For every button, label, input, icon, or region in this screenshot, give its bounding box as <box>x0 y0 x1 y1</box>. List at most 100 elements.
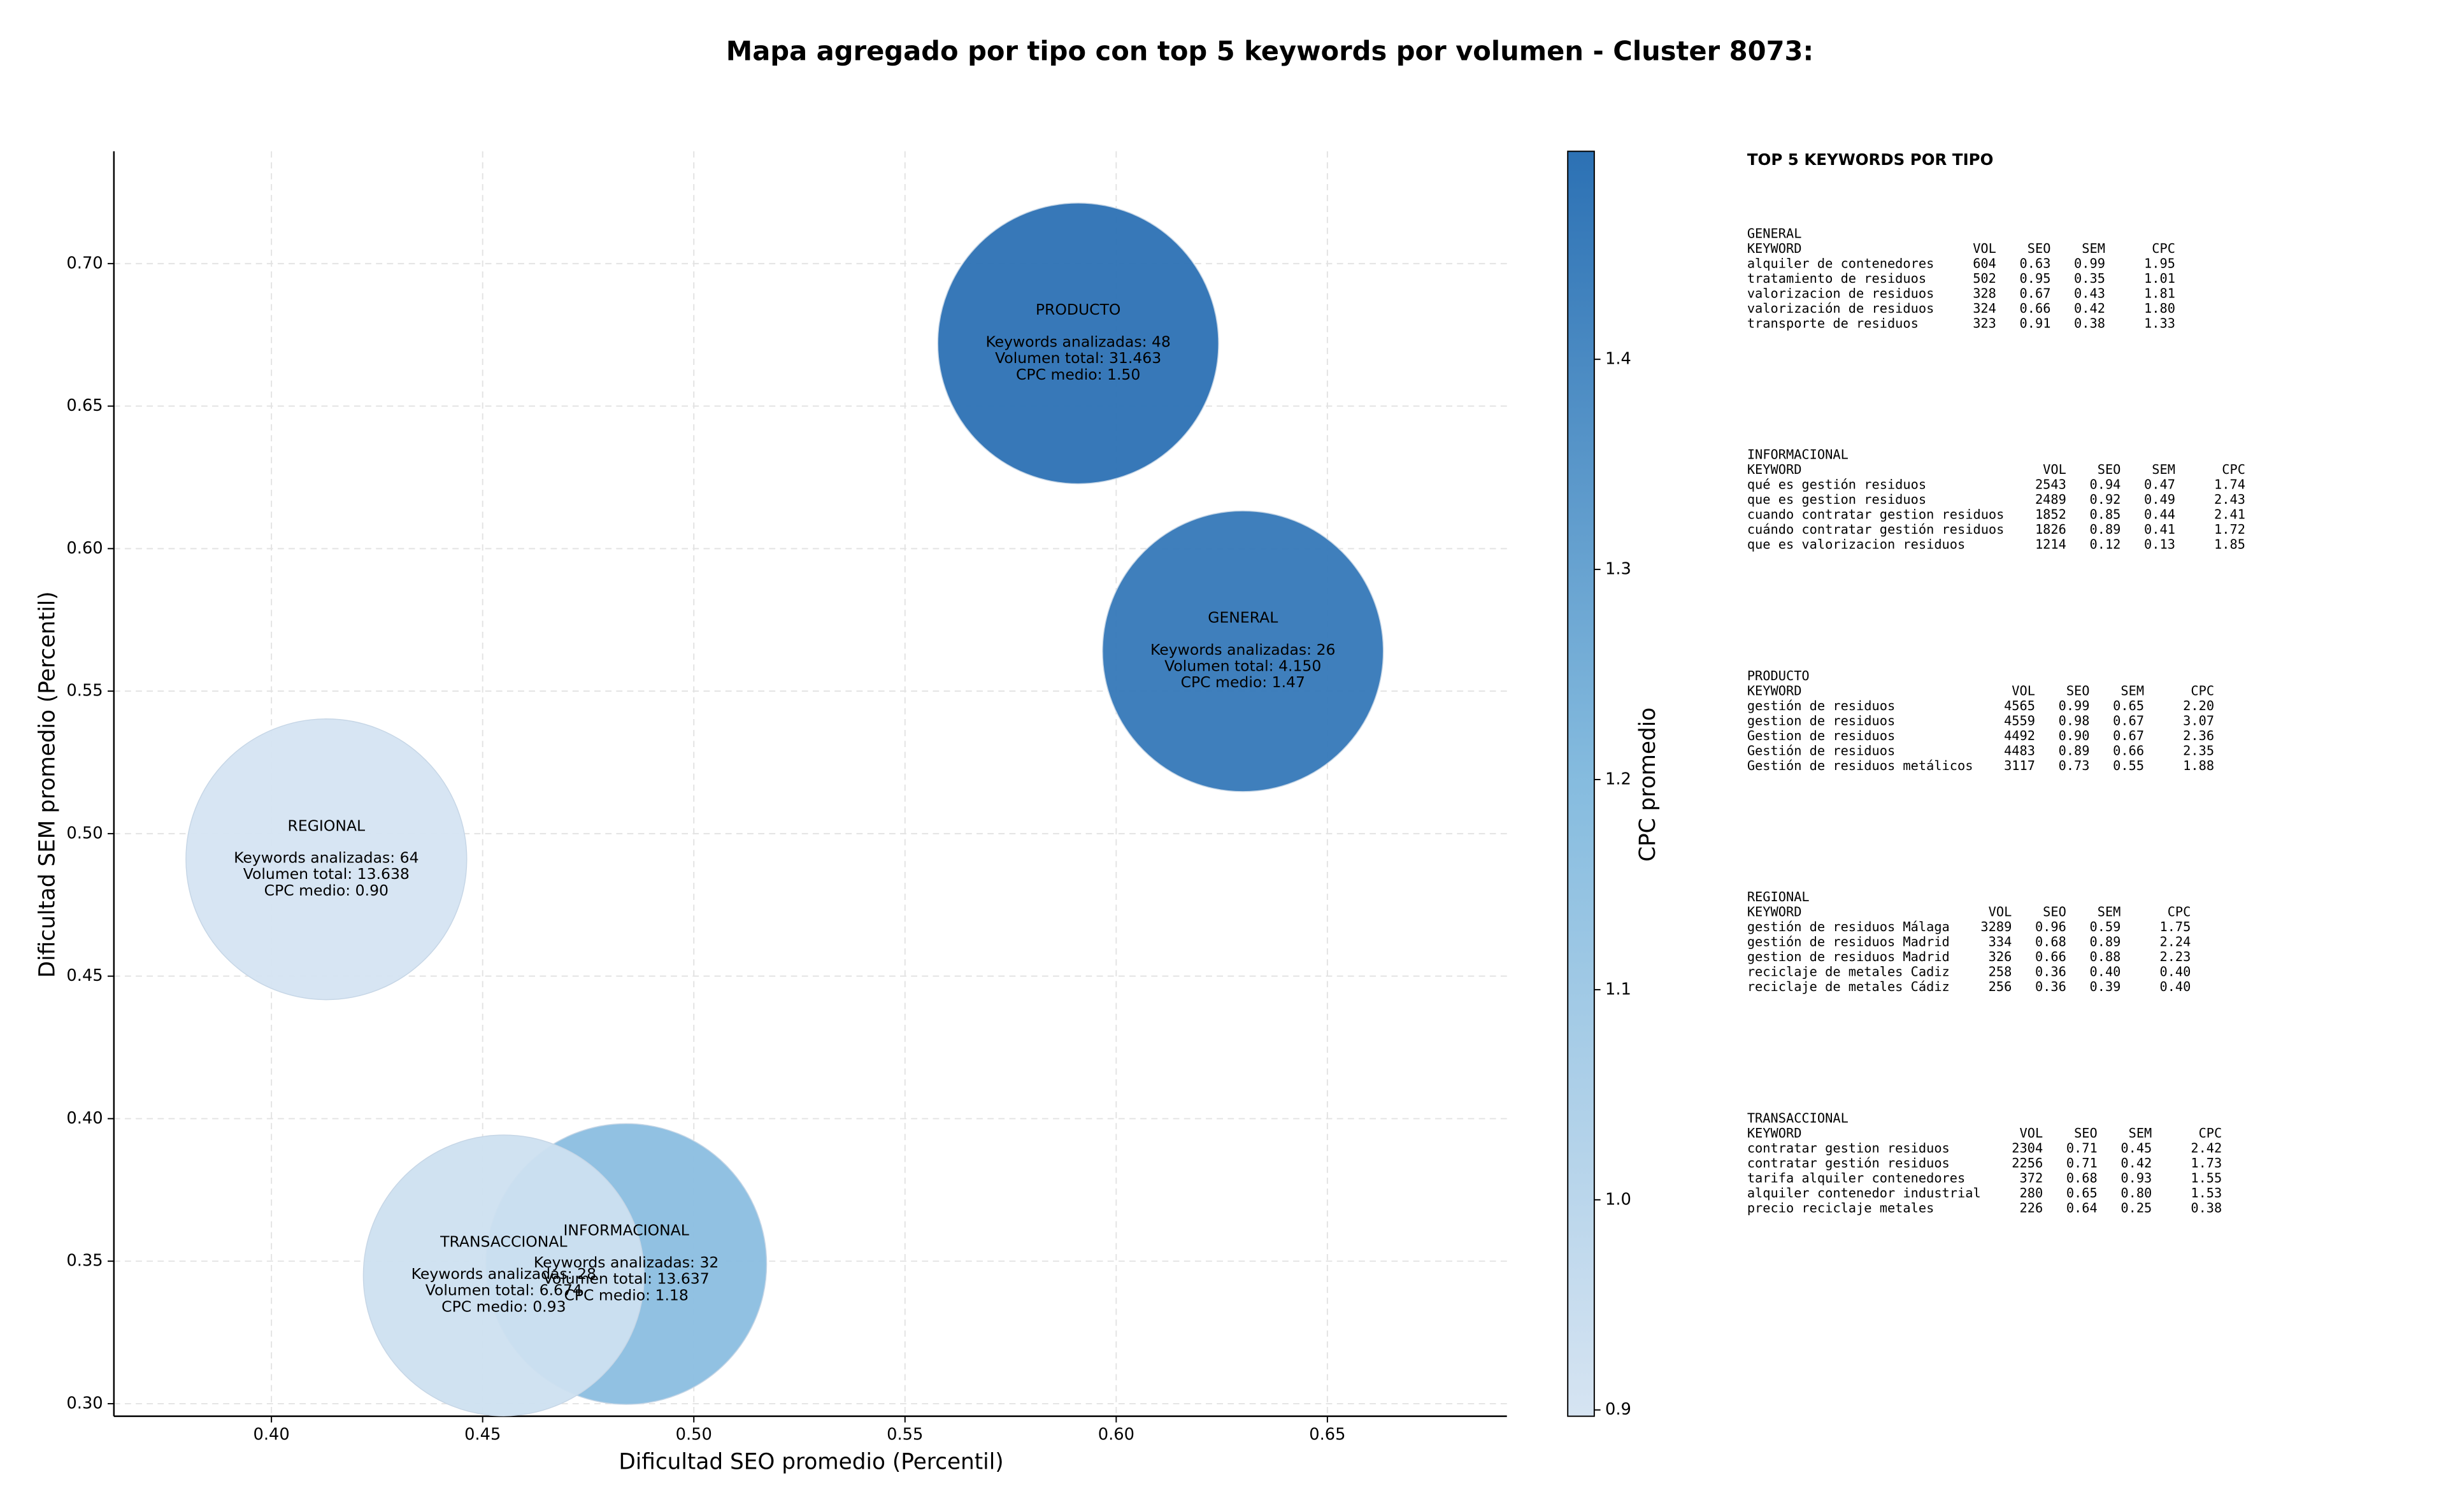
bubble-line: CPC medio: 1.47 <box>1181 673 1305 691</box>
x-axis-label: Dificultad SEO promedio (Percentil) <box>619 1450 1003 1475</box>
table-cell: 1.01 <box>2144 271 2175 286</box>
table-cell: valorizacion de residuos <box>1747 285 1935 301</box>
table-cell: 0.36 <box>2035 964 2066 980</box>
table-cell: 0.71 <box>2066 1155 2098 1171</box>
table-header: CPC <box>2222 462 2245 477</box>
table-cell: gestion de residuos <box>1747 713 1895 728</box>
table-cell: Gestión de residuos metálicos <box>1747 758 1973 773</box>
table-cell: 258 <box>1989 964 2012 980</box>
y-tick-label: 0.60 <box>66 539 103 558</box>
table-cell: 3289 <box>1980 919 2012 934</box>
table-cell: 0.66 <box>2035 949 2066 964</box>
table-cell: 0.80 <box>2121 1185 2152 1201</box>
table-cell: contratar gestion residuos <box>1747 1140 1950 1155</box>
table-cell: qué es gestión residuos <box>1747 477 1926 492</box>
table-cell: 2.20 <box>2183 698 2214 713</box>
bubble-line: CPC medio: 0.90 <box>264 881 389 899</box>
table-header: SEM <box>2098 904 2121 920</box>
bubble-line: CPC medio: 1.18 <box>564 1286 688 1304</box>
table-cell: 3117 <box>2004 758 2035 773</box>
table-cell: 502 <box>1973 271 1996 286</box>
bubble-line: Volumen total: 13.638 <box>243 865 410 883</box>
table-cell: que es valorizacion residuos <box>1747 537 1965 552</box>
table-cell: 0.43 <box>2074 285 2105 301</box>
group-name: GENERAL <box>1747 225 1802 241</box>
group-name: REGIONAL <box>1747 889 1810 904</box>
x-tick-label: 0.60 <box>1098 1425 1134 1444</box>
table-header: KEYWORD <box>1747 241 1802 256</box>
table-header: CPC <box>2199 1125 2222 1141</box>
table-cell: 1.33 <box>2144 315 2175 331</box>
table-cell: 0.38 <box>2191 1200 2222 1215</box>
table-cell: cuando contratar gestion residuos <box>1747 507 2005 522</box>
table-header: KEYWORD <box>1747 462 1802 477</box>
table-cell: 0.64 <box>2066 1200 2098 1215</box>
table-cell: 372 <box>2020 1170 2043 1185</box>
table-cell: 1214 <box>2035 537 2066 552</box>
table-cell: 4559 <box>2004 713 2035 728</box>
group-name: TRANSACCIONAL <box>1747 1110 1849 1125</box>
table-cell: 0.68 <box>2035 934 2066 950</box>
table-cell: 0.98 <box>2059 713 2090 728</box>
table-header: SEO <box>2098 462 2121 477</box>
table-cell: 2543 <box>2035 477 2066 492</box>
bubble <box>1102 510 1384 792</box>
x-tick-label: 0.55 <box>887 1425 923 1444</box>
x-tick-label: 0.40 <box>254 1425 290 1444</box>
table-cell: gestión de residuos <box>1747 698 1895 713</box>
table-cell: 1.95 <box>2144 255 2175 271</box>
table-cell: 0.65 <box>2113 698 2144 713</box>
bubble-line: Keywords analizadas: 48 <box>985 332 1170 350</box>
bubble-line: Keywords analizadas: 28 <box>411 1265 596 1283</box>
table-header: SEO <box>2074 1125 2098 1141</box>
table-cell: 0.47 <box>2144 477 2175 492</box>
table-cell: 0.55 <box>2113 758 2144 773</box>
y-tick-label: 0.70 <box>66 253 103 273</box>
table-cell: transporte de residuos <box>1747 315 1919 331</box>
table-cell: 0.88 <box>2089 949 2121 964</box>
x-tick-label: 0.45 <box>464 1425 501 1444</box>
table-cell: reciclaje de metales Cadiz <box>1747 964 1950 980</box>
bubble <box>937 203 1219 485</box>
table-cell: 226 <box>2020 1200 2043 1215</box>
table-cell: 326 <box>1989 949 2012 964</box>
table-header: SEM <box>2121 683 2144 698</box>
table-header: VOL <box>1989 904 2012 920</box>
table-cell: 0.49 <box>2144 492 2175 507</box>
table-cell: que es gestion residuos <box>1747 492 1926 507</box>
bubble-line: Keywords analizadas: 26 <box>1150 641 1335 659</box>
table-cell: alquiler contenedor industrial <box>1747 1185 1981 1201</box>
bubble <box>185 718 468 1001</box>
table-cell: 0.94 <box>2089 477 2121 492</box>
table-cell: 4492 <box>2004 728 2035 743</box>
table-cell: 334 <box>1989 934 2012 950</box>
bubble-name: PRODUCTO <box>1036 301 1121 318</box>
table-cell: 1.73 <box>2191 1155 2222 1171</box>
bubble-name: TRANSACCIONAL <box>440 1233 567 1251</box>
table-cell: 0.89 <box>2089 522 2121 537</box>
table-cell: 0.35 <box>2074 271 2105 286</box>
table-cell: tratamiento de residuos <box>1747 271 1926 286</box>
table-cell: 0.66 <box>2020 301 2051 316</box>
table-header: KEYWORD <box>1747 1125 1802 1141</box>
table-cell: 0.67 <box>2113 713 2144 728</box>
table-cell: 2.41 <box>2214 507 2245 522</box>
table-cell: 323 <box>1973 315 1996 331</box>
table-cell: 0.93 <box>2121 1170 2152 1185</box>
colorbar-tick-label: 1.2 <box>1605 769 1631 788</box>
group-name: INFORMACIONAL <box>1747 447 1849 462</box>
table-cell: 280 <box>2020 1185 2043 1201</box>
table-cell: 324 <box>1973 301 1996 316</box>
table-cell: 1.72 <box>2214 522 2245 537</box>
table-header: SEM <box>2129 1125 2152 1141</box>
table-cell: 0.38 <box>2074 315 2105 331</box>
bubble-name: INFORMACIONAL <box>563 1222 689 1239</box>
group-name: PRODUCTO <box>1747 668 1810 683</box>
table-cell: 0.66 <box>2113 743 2144 758</box>
table-cell: 0.41 <box>2144 522 2175 537</box>
bubble-name: REGIONAL <box>288 817 366 834</box>
table-header: CPC <box>2191 683 2214 698</box>
colorbar-tick-label: 1.3 <box>1605 560 1631 579</box>
table-cell: 0.67 <box>2113 728 2144 743</box>
table-cell: 2.35 <box>2183 743 2214 758</box>
